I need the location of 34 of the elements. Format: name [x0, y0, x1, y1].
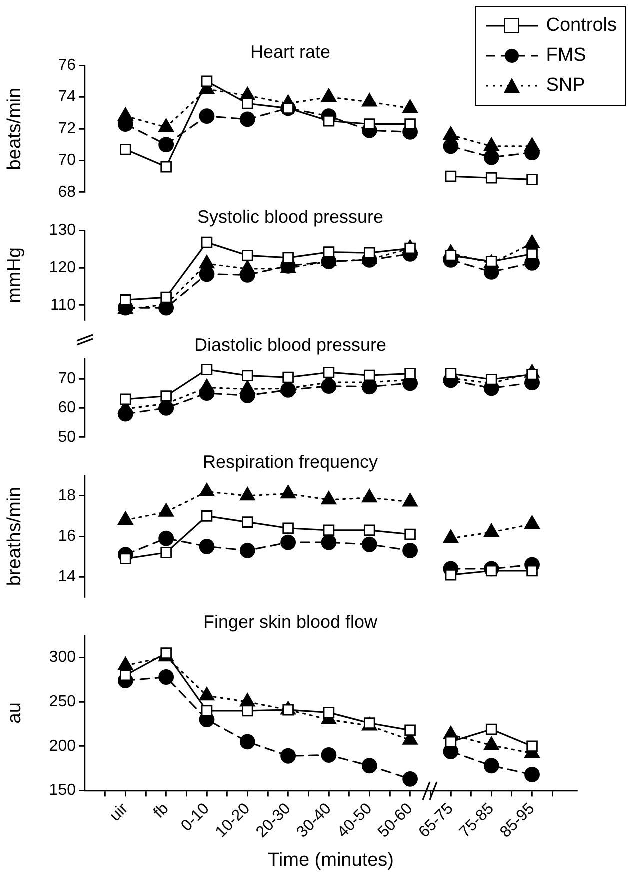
- y-tick-label: 300: [49, 649, 76, 666]
- y-tick-label: 120: [49, 259, 76, 276]
- y-tick-label: 150: [49, 782, 76, 800]
- y-tick-label: 76: [58, 57, 76, 74]
- y-tick-label: 68: [58, 184, 76, 201]
- x-tick-label: fb: [150, 800, 172, 822]
- y-tick-label: 60: [58, 400, 76, 417]
- y-axis-title: beats/min: [4, 88, 26, 170]
- y-tick-label: 130: [49, 222, 76, 240]
- y-tick-label: 74: [58, 88, 76, 106]
- chart-title: Systolic blood pressure: [197, 206, 384, 227]
- y-tick-label: 72: [58, 120, 76, 138]
- y-tick-label: 14: [58, 568, 76, 586]
- y-tick-label: 200: [49, 738, 76, 755]
- y-tick-label: 250: [49, 693, 76, 710]
- y-axis-title: mmHg: [4, 248, 26, 304]
- y-tick-label: 110: [50, 296, 76, 314]
- legend-label: SNP: [546, 75, 586, 97]
- y-axis-title: au: [4, 702, 26, 724]
- chart-title: Finger skin blood flow: [203, 612, 379, 632]
- y-tick-label: 18: [58, 487, 76, 504]
- chart-title: Respiration frequency: [202, 452, 378, 472]
- x-axis-title: Time (minutes): [268, 850, 394, 871]
- chart-title: Diastolic blood pressure: [194, 334, 387, 355]
- y-tick-label: 50: [58, 428, 76, 446]
- legend-label: FMS: [546, 45, 586, 67]
- y-axis-title: breaths/min: [4, 486, 26, 586]
- chart-title: Heart rate: [250, 42, 331, 62]
- y-tick-label: 70: [58, 370, 76, 388]
- y-tick-label: 70: [58, 152, 76, 170]
- x-tick-label: uir: [107, 800, 132, 825]
- legend-label: Controls: [546, 15, 617, 37]
- x-tick-label: 0-10: [178, 800, 213, 836]
- y-tick-label: 16: [58, 528, 76, 545]
